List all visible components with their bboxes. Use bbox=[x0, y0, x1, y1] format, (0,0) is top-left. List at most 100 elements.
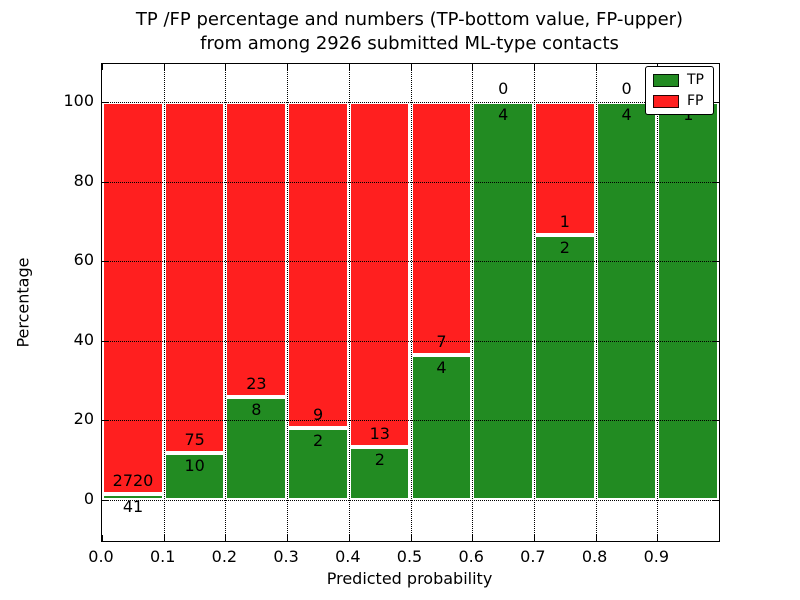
fp-count-label: 1 bbox=[559, 211, 570, 231]
y-tick-label: 80 bbox=[73, 170, 94, 190]
tp-count-label: 4 bbox=[498, 105, 509, 124]
fp-bar-segment bbox=[287, 102, 349, 428]
fp-count-label: 7 bbox=[436, 332, 447, 352]
y-tick-mark bbox=[102, 340, 108, 342]
x-tick-mark bbox=[595, 535, 597, 541]
fp-bar-segment bbox=[163, 102, 226, 454]
x-tick-mark-top bbox=[533, 64, 535, 70]
fp-bar-segment bbox=[225, 102, 288, 398]
legend-entry-fp: FP bbox=[653, 94, 704, 108]
fp-count-label: 0 bbox=[621, 79, 632, 98]
y-tick-label: 100 bbox=[63, 91, 94, 110]
x-tick-mark-top bbox=[225, 64, 227, 70]
x-tick-mark-top bbox=[410, 64, 412, 70]
y-tick-label: 60 bbox=[73, 250, 94, 270]
x-tick-mark bbox=[163, 535, 165, 541]
y-tick-label: 40 bbox=[73, 329, 94, 349]
y-tick-mark-right bbox=[713, 261, 719, 263]
tp-count-label: 2 bbox=[559, 237, 570, 257]
v-gridline bbox=[348, 64, 350, 541]
x-tick-label: 0.1 bbox=[149, 547, 176, 566]
x-tick-mark bbox=[472, 535, 474, 541]
v-gridline bbox=[225, 64, 227, 541]
legend-label-tp: TP bbox=[687, 72, 704, 88]
plot-area: 2720417510238921327404120401 bbox=[101, 63, 720, 542]
tp-bar-segment bbox=[595, 102, 658, 500]
legend-label-fp: FP bbox=[687, 93, 704, 109]
fp-count-label: 75 bbox=[184, 430, 205, 450]
y-tick-mark bbox=[102, 500, 108, 501]
x-tick-mark bbox=[225, 535, 227, 541]
chart-title-line1: TP /FP percentage and numbers (TP-bottom… bbox=[135, 9, 684, 30]
fp-count-label: 13 bbox=[369, 423, 390, 443]
y-tick-mark bbox=[102, 102, 108, 103]
tp-count-label: 4 bbox=[621, 105, 632, 124]
v-gridline bbox=[533, 64, 535, 541]
tp-bar-segment bbox=[348, 446, 411, 500]
v-gridline bbox=[657, 64, 659, 541]
y-tick-mark-right bbox=[713, 420, 719, 422]
x-tick-mark bbox=[102, 535, 103, 541]
v-gridline bbox=[595, 64, 597, 541]
tp-count-label: 2 bbox=[374, 449, 385, 469]
v-gridline bbox=[472, 64, 474, 541]
fp-count-label: 23 bbox=[246, 374, 267, 394]
tp-count-label: 8 bbox=[251, 400, 262, 420]
y-tick-mark bbox=[102, 181, 108, 183]
tp-swatch-icon bbox=[653, 73, 679, 87]
v-gridline bbox=[410, 64, 412, 541]
x-tick-mark-top bbox=[472, 64, 474, 70]
fp-count-label: 0 bbox=[498, 79, 509, 98]
fp-swatch-icon bbox=[653, 94, 679, 108]
x-tick-label: 0.6 bbox=[458, 547, 484, 566]
tp-bar-segment bbox=[225, 397, 288, 500]
x-tick-mark-top bbox=[102, 64, 103, 70]
y-tick-mark-right bbox=[713, 500, 719, 501]
tp-count-label: 10 bbox=[184, 456, 205, 476]
y-tick-mark-right bbox=[713, 102, 719, 103]
legend-entry-tp: TP bbox=[653, 73, 704, 87]
fp-count-label: 9 bbox=[313, 404, 324, 424]
tp-bar-segment bbox=[102, 494, 164, 500]
x-tick-mark-top bbox=[348, 64, 350, 70]
x-tick-mark-top bbox=[595, 64, 597, 70]
x-tick-label: 0.3 bbox=[273, 547, 299, 566]
tp-count-label: 41 bbox=[122, 497, 144, 517]
y-tick-label: 0 bbox=[83, 489, 94, 508]
chart-title-line2: from among 2926 submitted ML-type contac… bbox=[200, 33, 619, 54]
x-tick-label: 0.4 bbox=[335, 547, 361, 566]
tp-bar-segment bbox=[533, 234, 596, 500]
tp-bar-segment bbox=[472, 102, 534, 500]
y-tick-mark-right bbox=[713, 340, 719, 342]
y-tick-mark bbox=[102, 261, 108, 263]
fp-count-label: 2720 bbox=[112, 471, 154, 491]
x-tick-mark bbox=[410, 535, 412, 541]
fp-bar-segment bbox=[410, 102, 473, 356]
x-tick-label: 0.0 bbox=[88, 547, 114, 566]
x-tick-label: 0.2 bbox=[211, 547, 238, 566]
legend: TP FP bbox=[645, 66, 714, 115]
chart-title: TP /FP percentage and numbers (TP-bottom… bbox=[101, 8, 718, 56]
x-tick-mark bbox=[287, 535, 289, 541]
x-tick-mark-top bbox=[163, 64, 165, 70]
x-tick-label: 0.5 bbox=[396, 547, 423, 566]
x-tick-mark-top bbox=[287, 64, 289, 70]
tp-count-label: 4 bbox=[436, 358, 447, 378]
x-tick-label: 0.8 bbox=[581, 547, 608, 566]
v-gridline bbox=[287, 64, 289, 541]
fp-bar-segment bbox=[102, 102, 164, 495]
x-tick-mark bbox=[348, 535, 350, 541]
tp-bar-segment bbox=[163, 453, 226, 500]
fp-bar-segment bbox=[348, 102, 411, 447]
y-tick-label: 20 bbox=[73, 409, 94, 429]
x-tick-label: 0.9 bbox=[643, 547, 670, 566]
y-tick-mark-right bbox=[713, 181, 719, 183]
y-axis-label: Percentage bbox=[13, 257, 33, 348]
tp-bar-segment bbox=[657, 102, 719, 500]
x-tick-label: 0.7 bbox=[520, 547, 546, 566]
x-axis-label: Predicted probability bbox=[326, 569, 493, 588]
v-gridline bbox=[163, 64, 165, 541]
x-tick-mark bbox=[657, 535, 659, 541]
y-tick-mark bbox=[102, 420, 108, 422]
